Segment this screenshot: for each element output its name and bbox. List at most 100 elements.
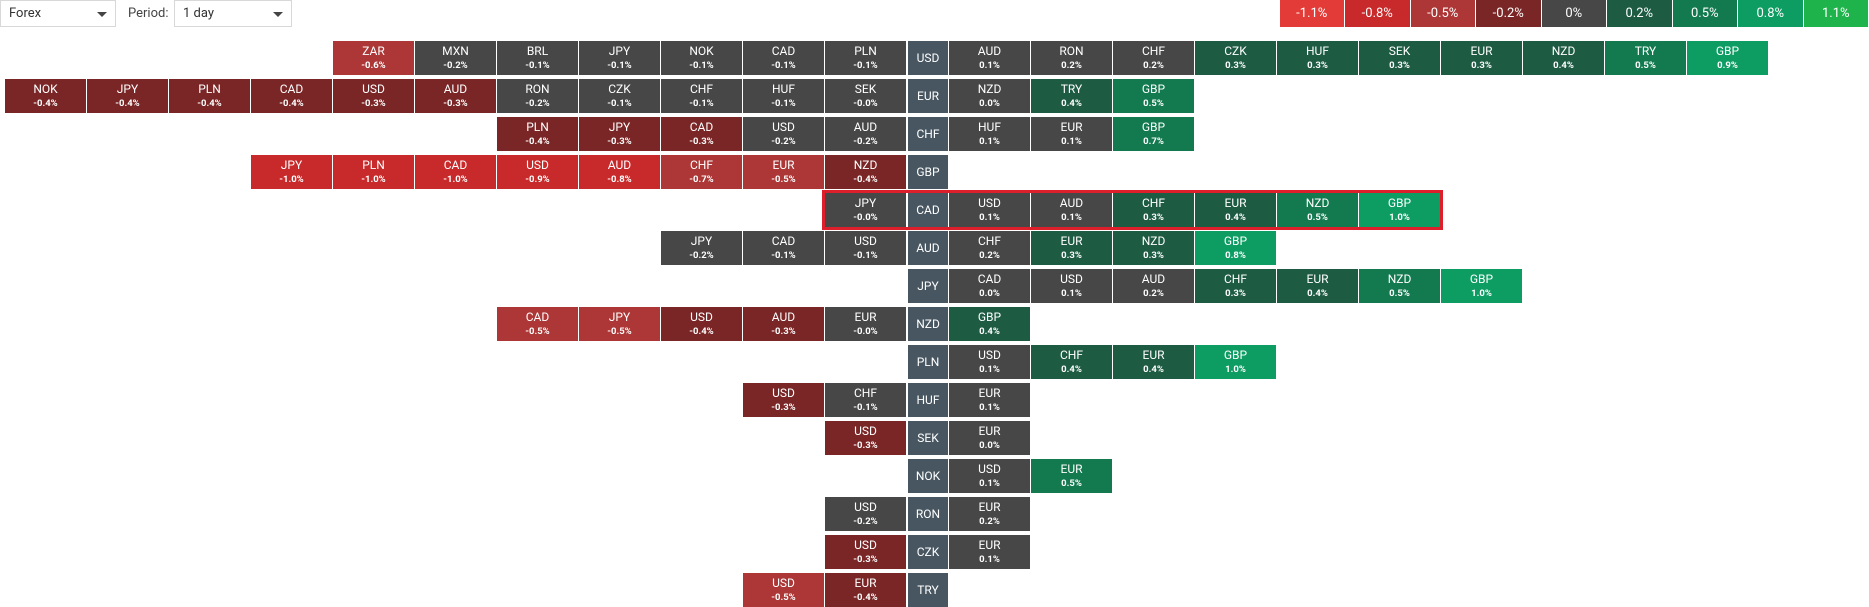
currency-cell[interactable]: JPY -0.3% bbox=[579, 117, 660, 151]
currency-cell[interactable]: JPY -0.2% bbox=[661, 231, 742, 265]
currency-cell[interactable]: RON -0.2% bbox=[497, 79, 578, 113]
base-currency[interactable]: CZK bbox=[908, 535, 948, 569]
currency-cell[interactable]: JPY -1.0% bbox=[251, 155, 332, 189]
currency-cell[interactable]: SEK -0.0% bbox=[825, 79, 906, 113]
currency-cell[interactable]: JPY -0.0% bbox=[825, 193, 906, 227]
base-currency[interactable]: SEK bbox=[908, 421, 948, 455]
currency-cell[interactable]: EUR 0.0% bbox=[949, 421, 1030, 455]
currency-cell[interactable]: EUR 0.1% bbox=[949, 383, 1030, 417]
currency-cell[interactable]: EUR 0.4% bbox=[1195, 193, 1276, 227]
currency-cell[interactable]: USD -0.4% bbox=[661, 307, 742, 341]
base-currency[interactable]: AUD bbox=[908, 231, 948, 265]
currency-cell[interactable]: AUD 0.1% bbox=[949, 41, 1030, 75]
currency-cell[interactable]: NZD 0.3% bbox=[1113, 231, 1194, 265]
base-currency[interactable]: CHF bbox=[908, 117, 948, 151]
base-currency[interactable]: USD bbox=[908, 41, 948, 75]
base-currency[interactable]: EUR bbox=[908, 79, 948, 113]
currency-cell[interactable]: USD 0.1% bbox=[949, 459, 1030, 493]
currency-cell[interactable]: PLN -0.1% bbox=[825, 41, 906, 75]
currency-cell[interactable]: NZD 0.5% bbox=[1277, 193, 1358, 227]
currency-cell[interactable]: CHF -0.7% bbox=[661, 155, 742, 189]
base-currency[interactable]: RON bbox=[908, 497, 948, 531]
currency-cell[interactable]: USD -0.3% bbox=[743, 383, 824, 417]
currency-cell[interactable]: GBP 1.0% bbox=[1359, 193, 1440, 227]
currency-cell[interactable]: ZAR -0.6% bbox=[333, 41, 414, 75]
currency-cell[interactable]: CHF -0.1% bbox=[661, 79, 742, 113]
currency-cell[interactable]: EUR -0.5% bbox=[743, 155, 824, 189]
currency-cell[interactable]: HUF -0.1% bbox=[743, 79, 824, 113]
currency-cell[interactable]: EUR 0.5% bbox=[1031, 459, 1112, 493]
currency-cell[interactable]: USD -0.2% bbox=[825, 497, 906, 531]
currency-cell[interactable]: CHF 0.2% bbox=[1113, 41, 1194, 75]
currency-cell[interactable]: AUD 0.1% bbox=[1031, 193, 1112, 227]
currency-cell[interactable]: MXN -0.2% bbox=[415, 41, 496, 75]
currency-cell[interactable]: PLN -0.4% bbox=[497, 117, 578, 151]
base-currency[interactable]: TRY bbox=[908, 573, 948, 607]
currency-cell[interactable]: BRL -0.1% bbox=[497, 41, 578, 75]
currency-cell[interactable]: USD -0.5% bbox=[743, 573, 824, 607]
base-currency[interactable]: CAD bbox=[908, 193, 948, 227]
base-currency[interactable]: NZD bbox=[908, 307, 948, 341]
currency-cell[interactable]: JPY -0.5% bbox=[579, 307, 660, 341]
currency-cell[interactable]: GBP 0.7% bbox=[1113, 117, 1194, 151]
currency-cell[interactable]: TRY 0.5% bbox=[1605, 41, 1686, 75]
market-select[interactable]: Forex bbox=[0, 0, 116, 27]
currency-cell[interactable]: PLN -0.4% bbox=[169, 79, 250, 113]
currency-cell[interactable]: CAD -1.0% bbox=[415, 155, 496, 189]
currency-cell[interactable]: HUF 0.1% bbox=[949, 117, 1030, 151]
currency-cell[interactable]: GBP 1.0% bbox=[1195, 345, 1276, 379]
currency-cell[interactable]: USD 0.1% bbox=[1031, 269, 1112, 303]
currency-cell[interactable]: GBP 0.8% bbox=[1195, 231, 1276, 265]
currency-cell[interactable]: CHF 0.3% bbox=[1113, 193, 1194, 227]
currency-cell[interactable]: CZK -0.1% bbox=[579, 79, 660, 113]
currency-cell[interactable]: JPY -0.1% bbox=[579, 41, 660, 75]
currency-cell[interactable]: USD -0.2% bbox=[743, 117, 824, 151]
currency-cell[interactable]: EUR 0.1% bbox=[949, 535, 1030, 569]
currency-cell[interactable]: GBP 0.5% bbox=[1113, 79, 1194, 113]
currency-cell[interactable]: NZD -0.4% bbox=[825, 155, 906, 189]
currency-cell[interactable]: EUR 0.3% bbox=[1441, 41, 1522, 75]
currency-cell[interactable]: CHF 0.4% bbox=[1031, 345, 1112, 379]
currency-cell[interactable]: CAD 0.0% bbox=[949, 269, 1030, 303]
currency-cell[interactable]: USD -0.3% bbox=[825, 421, 906, 455]
currency-cell[interactable]: EUR -0.0% bbox=[825, 307, 906, 341]
currency-cell[interactable]: PLN -1.0% bbox=[333, 155, 414, 189]
currency-cell[interactable]: RON 0.2% bbox=[1031, 41, 1112, 75]
currency-cell[interactable]: NZD 0.0% bbox=[949, 79, 1030, 113]
currency-cell[interactable]: USD 0.1% bbox=[949, 193, 1030, 227]
currency-cell[interactable]: EUR 0.4% bbox=[1277, 269, 1358, 303]
currency-cell[interactable]: AUD -0.8% bbox=[579, 155, 660, 189]
currency-cell[interactable]: NZD 0.4% bbox=[1523, 41, 1604, 75]
currency-cell[interactable]: USD 0.1% bbox=[949, 345, 1030, 379]
currency-cell[interactable]: AUD -0.2% bbox=[825, 117, 906, 151]
currency-cell[interactable]: AUD -0.3% bbox=[415, 79, 496, 113]
currency-cell[interactable]: CHF 0.3% bbox=[1195, 269, 1276, 303]
currency-cell[interactable]: USD -0.9% bbox=[497, 155, 578, 189]
currency-cell[interactable]: CAD -0.1% bbox=[743, 41, 824, 75]
currency-cell[interactable]: NZD 0.5% bbox=[1359, 269, 1440, 303]
currency-cell[interactable]: AUD 0.2% bbox=[1113, 269, 1194, 303]
currency-cell[interactable]: SEK 0.3% bbox=[1359, 41, 1440, 75]
base-currency[interactable]: PLN bbox=[908, 345, 948, 379]
base-currency[interactable]: NOK bbox=[908, 459, 948, 493]
currency-cell[interactable]: USD -0.1% bbox=[825, 231, 906, 265]
currency-cell[interactable]: TRY 0.4% bbox=[1031, 79, 1112, 113]
currency-cell[interactable]: USD -0.3% bbox=[333, 79, 414, 113]
currency-cell[interactable]: USD -0.3% bbox=[825, 535, 906, 569]
currency-cell[interactable]: GBP 0.4% bbox=[949, 307, 1030, 341]
currency-cell[interactable]: AUD -0.3% bbox=[743, 307, 824, 341]
currency-cell[interactable]: NOK -0.1% bbox=[661, 41, 742, 75]
currency-cell[interactable]: EUR 0.1% bbox=[1031, 117, 1112, 151]
currency-cell[interactable]: NOK -0.4% bbox=[5, 79, 86, 113]
currency-cell[interactable]: CZK 0.3% bbox=[1195, 41, 1276, 75]
currency-cell[interactable]: EUR -0.4% bbox=[825, 573, 906, 607]
period-select[interactable]: 1 day bbox=[174, 0, 292, 27]
currency-cell[interactable]: GBP 0.9% bbox=[1687, 41, 1768, 75]
currency-cell[interactable]: EUR 0.2% bbox=[949, 497, 1030, 531]
currency-cell[interactable]: CAD -0.5% bbox=[497, 307, 578, 341]
currency-cell[interactable]: GBP 1.0% bbox=[1441, 269, 1522, 303]
base-currency[interactable]: HUF bbox=[908, 383, 948, 417]
base-currency[interactable]: JPY bbox=[908, 269, 948, 303]
currency-cell[interactable]: EUR 0.3% bbox=[1031, 231, 1112, 265]
base-currency[interactable]: GBP bbox=[908, 155, 948, 189]
